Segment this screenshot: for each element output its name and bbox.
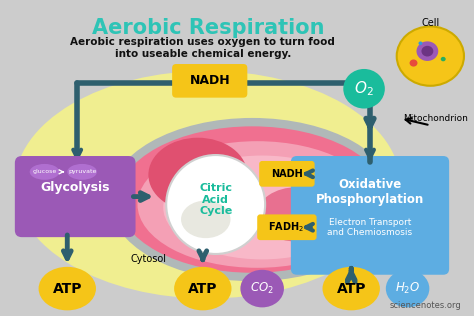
- Ellipse shape: [386, 270, 429, 307]
- Ellipse shape: [441, 57, 446, 61]
- Ellipse shape: [163, 155, 361, 259]
- Text: ATP: ATP: [337, 282, 366, 295]
- Text: ATP: ATP: [188, 282, 218, 295]
- Text: Glycolysis: Glycolysis: [40, 181, 110, 194]
- Text: NADH: NADH: [190, 74, 230, 87]
- Ellipse shape: [240, 270, 284, 307]
- Text: Electron Transport
and Chemiosmosis: Electron Transport and Chemiosmosis: [328, 217, 412, 237]
- FancyBboxPatch shape: [172, 64, 247, 98]
- Ellipse shape: [118, 126, 387, 273]
- Text: $O_2$: $O_2$: [354, 79, 374, 98]
- Ellipse shape: [148, 138, 247, 212]
- Text: Aerobic Respiration: Aerobic Respiration: [91, 17, 324, 38]
- Text: pyruvate: pyruvate: [68, 169, 96, 174]
- Text: Oxidative
Phosphorylation: Oxidative Phosphorylation: [316, 178, 424, 206]
- Ellipse shape: [67, 164, 97, 180]
- Ellipse shape: [397, 27, 464, 86]
- Ellipse shape: [109, 118, 396, 281]
- Ellipse shape: [417, 41, 438, 61]
- Ellipse shape: [419, 41, 422, 45]
- Text: Mitochondrion: Mitochondrion: [403, 114, 468, 123]
- Text: FADH$_2$: FADH$_2$: [268, 220, 304, 234]
- Text: Cell: Cell: [421, 18, 439, 28]
- Ellipse shape: [137, 141, 377, 268]
- Text: ATP: ATP: [53, 282, 82, 295]
- Text: sciencenotes.org: sciencenotes.org: [390, 301, 461, 310]
- Ellipse shape: [421, 46, 433, 57]
- Ellipse shape: [166, 155, 265, 254]
- FancyBboxPatch shape: [257, 214, 317, 240]
- Text: $H_2O$: $H_2O$: [395, 281, 420, 296]
- Ellipse shape: [15, 71, 401, 299]
- Text: $CO_2$: $CO_2$: [250, 281, 274, 296]
- Text: glucose: glucose: [32, 169, 57, 174]
- Text: Cytosol: Cytosol: [130, 254, 166, 264]
- Ellipse shape: [410, 59, 418, 67]
- Ellipse shape: [257, 187, 337, 242]
- FancyBboxPatch shape: [259, 161, 315, 187]
- Ellipse shape: [343, 69, 385, 108]
- Ellipse shape: [322, 267, 380, 310]
- Text: Aerobic respiration uses oxygen to turn food
into useable chemical energy.: Aerobic respiration uses oxygen to turn …: [70, 37, 335, 59]
- Ellipse shape: [30, 164, 59, 180]
- FancyBboxPatch shape: [15, 156, 136, 237]
- FancyBboxPatch shape: [291, 156, 449, 275]
- Text: NADH: NADH: [271, 169, 303, 179]
- Ellipse shape: [38, 267, 96, 310]
- Ellipse shape: [181, 201, 230, 238]
- Text: Citric
Acid
Cycle: Citric Acid Cycle: [199, 183, 232, 216]
- Ellipse shape: [174, 267, 231, 310]
